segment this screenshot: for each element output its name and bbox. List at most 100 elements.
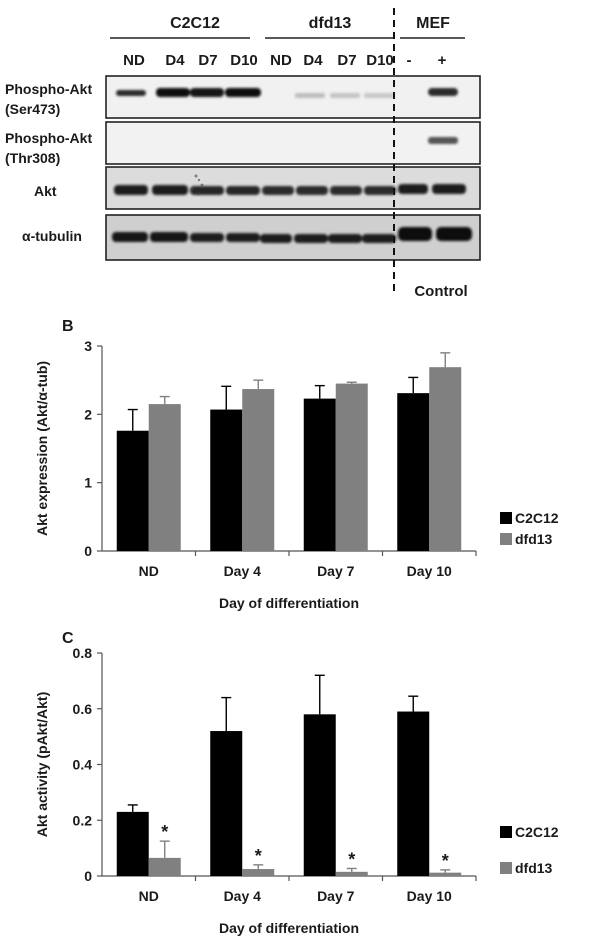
lane-label: D7 <box>198 52 217 69</box>
lane-label: D10 <box>230 52 258 69</box>
legend-label: dfd13 <box>515 860 553 876</box>
x-tick-label: Day 4 <box>224 888 262 904</box>
y-tick-label: 1 <box>84 475 92 491</box>
lane-label: - <box>407 52 412 69</box>
blot-band <box>428 88 458 96</box>
legend-swatch-c2c12 <box>500 512 512 524</box>
y-tick-label: 0.8 <box>73 645 93 661</box>
blot-band <box>226 233 260 242</box>
y-tick-label: 0 <box>84 868 92 884</box>
blot-band <box>296 186 328 195</box>
blot-band <box>362 234 396 243</box>
blot-band <box>152 185 188 195</box>
blot-band <box>226 186 260 195</box>
bar-c2c12 <box>397 711 430 876</box>
blot-band <box>328 234 362 243</box>
y-axis-title: Akt expression (Akt/α-tub) <box>34 361 50 536</box>
lane-label: D7 <box>337 52 356 69</box>
lane-label: D4 <box>303 52 323 69</box>
blot-band <box>112 232 148 242</box>
row-label: (Ser473) <box>5 101 60 117</box>
x-tick-label: Day 7 <box>317 563 355 579</box>
lane-label: D10 <box>366 52 394 69</box>
blot-band <box>190 233 224 242</box>
x-tick-label: ND <box>139 563 159 579</box>
control-label: Control <box>414 283 467 300</box>
blot-band <box>330 186 362 195</box>
legend-swatch-c2c12 <box>500 826 512 838</box>
legend-swatch-dfd13 <box>500 862 512 874</box>
akt-expression-chart: B 0 1 2 3 ND Day 4 Day 7 Day 10 Day of different… <box>34 318 559 611</box>
x-tick-label: Day 10 <box>407 563 452 579</box>
blot-band <box>262 186 294 195</box>
y-tick-label: 3 <box>84 338 92 354</box>
row-label: Phospho-Akt <box>5 81 92 97</box>
blot-band <box>398 227 432 241</box>
lane-label: + <box>438 52 447 69</box>
blot-band <box>150 232 188 242</box>
legend-label: C2C12 <box>515 510 559 526</box>
panel-letter-b: B <box>62 318 74 335</box>
bar-dfd13 <box>148 404 181 551</box>
row-label: α-tubulin <box>22 228 82 244</box>
row-label: (Thr308) <box>5 150 60 166</box>
lane-label: ND <box>123 52 145 69</box>
bar-dfd13 <box>335 871 368 876</box>
bar-c2c12 <box>303 714 336 876</box>
y-tick-label: 0.2 <box>73 812 93 828</box>
blot-band <box>364 93 394 98</box>
y-tick-label: 0.6 <box>73 701 93 717</box>
x-tick-label: ND <box>139 888 159 904</box>
group-label-c2c12: C2C12 <box>170 15 220 32</box>
bar-dfd13 <box>242 389 275 551</box>
akt-activity-chart: C 0 0.2 0.4 0.6 0.8 ND * Day 4 * Day 7 * Day 10 * Day… <box>34 630 559 936</box>
bar-dfd13 <box>429 872 462 876</box>
bar-c2c12 <box>116 811 149 876</box>
blot-band <box>398 184 428 194</box>
blot-band <box>225 88 261 97</box>
legend-label: C2C12 <box>515 824 559 840</box>
significance-asterisk: * <box>348 849 355 869</box>
x-axis-title: Day of differentiation <box>219 920 359 936</box>
western-blot-panel: C2C12 dfd13 MEF ND D4 D7 D10 ND D4 D7 D1… <box>5 8 481 300</box>
row-label: Akt <box>34 183 57 199</box>
bar-c2c12 <box>210 409 243 551</box>
y-axis-title: Akt activity (pAkt/Akt) <box>34 692 50 837</box>
blot-band <box>116 90 146 96</box>
x-tick-label: Day 10 <box>407 888 452 904</box>
significance-asterisk: * <box>161 822 168 842</box>
x-tick-label: Day 7 <box>317 888 355 904</box>
bar-c2c12 <box>397 393 430 551</box>
bar-dfd13 <box>148 857 181 876</box>
lane-label: D4 <box>165 52 185 69</box>
significance-asterisk: * <box>255 846 262 866</box>
blot-strip-phospho-thr308 <box>105 121 481 165</box>
y-tick-label: 0 <box>84 543 92 559</box>
blot-band <box>190 88 224 97</box>
x-axis-title: Day of differentiation <box>219 595 359 611</box>
blot-band <box>294 234 328 243</box>
blot-band <box>156 88 190 97</box>
panel-letter-c: C <box>62 630 74 647</box>
x-tick-label: Day 4 <box>224 563 262 579</box>
bar-c2c12 <box>303 398 336 551</box>
blot-band <box>190 186 224 195</box>
bar-c2c12 <box>210 731 243 876</box>
legend-swatch-dfd13 <box>500 533 512 545</box>
blot-band <box>330 93 360 98</box>
blot-band <box>114 185 148 195</box>
bar-c2c12 <box>116 430 149 551</box>
bar-dfd13 <box>242 869 275 876</box>
row-label: Phospho-Akt <box>5 130 92 146</box>
bar-dfd13 <box>429 367 462 551</box>
y-tick-label: 2 <box>84 406 92 422</box>
bar-dfd13 <box>335 383 368 551</box>
legend-label: dfd13 <box>515 531 553 547</box>
lane-label: ND <box>270 52 292 69</box>
blot-band <box>432 184 466 194</box>
significance-asterisk: * <box>442 851 449 871</box>
blot-band <box>364 186 396 195</box>
blot-band <box>428 137 458 144</box>
blot-band <box>436 227 472 241</box>
